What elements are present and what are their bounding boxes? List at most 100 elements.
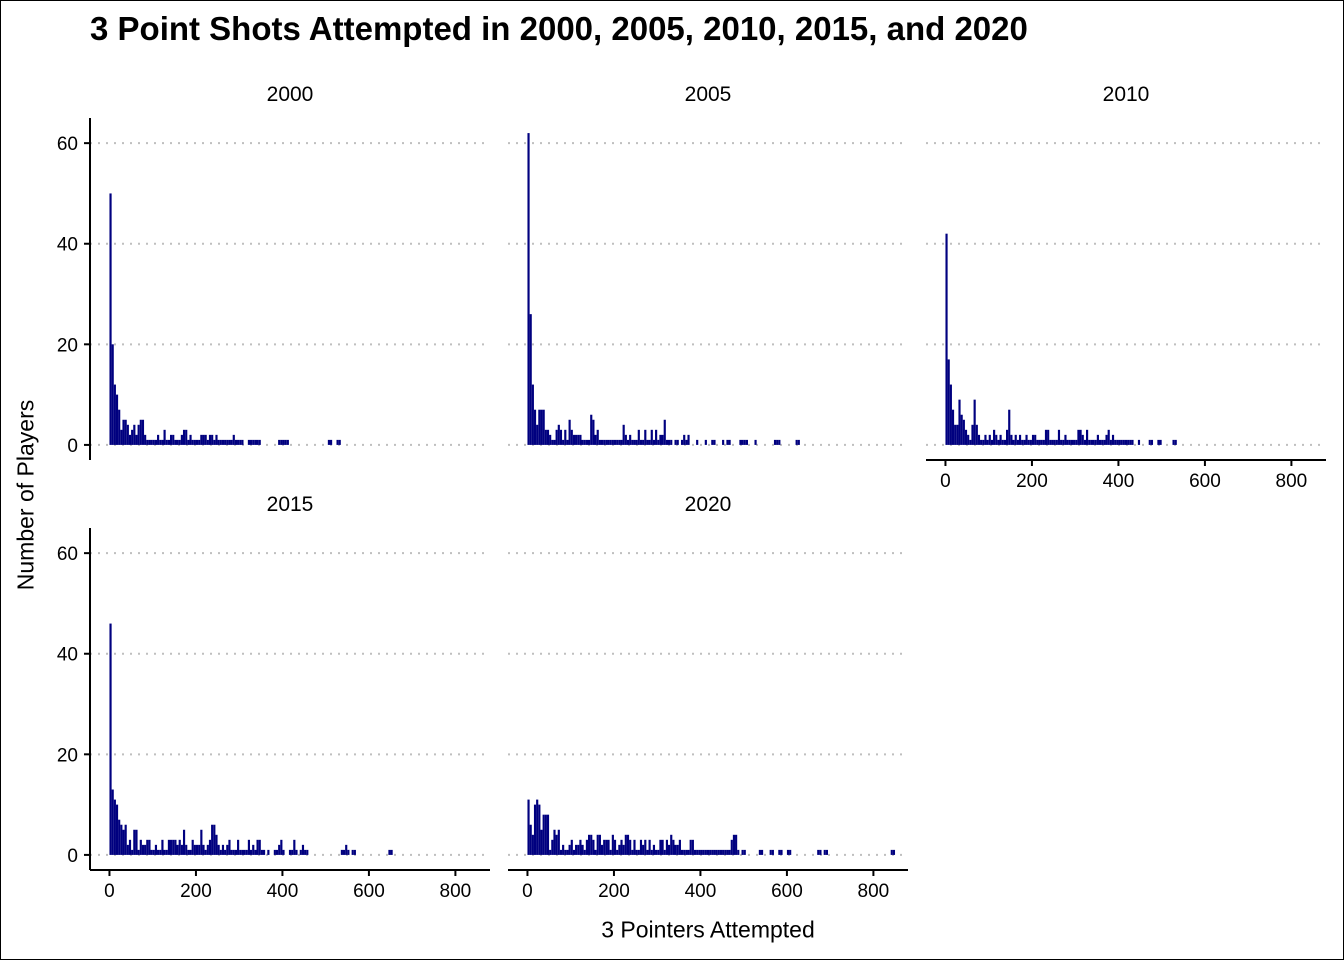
panel-2015-bar [267, 849, 270, 855]
panel-2010-bar [1016, 439, 1019, 445]
panel-2000-bar [144, 434, 147, 445]
panel-2015-bar [291, 849, 294, 855]
panel-2020-bar [577, 844, 580, 855]
panel-2015-bar [345, 844, 348, 855]
panel-2015-bar [260, 849, 263, 855]
panel-2010-bar [1127, 439, 1130, 445]
panel-2020-bar [728, 849, 731, 855]
panel-2005-bar [559, 429, 563, 445]
panel-2015-bar [301, 844, 305, 855]
panel-2000-bar [182, 429, 186, 445]
panel-2005-bar [745, 439, 748, 445]
panel-2015-bar [133, 829, 136, 855]
panel-2000-bar [204, 434, 207, 445]
panel-2015-bar [135, 829, 138, 855]
panel-2010-bar [1081, 434, 1084, 445]
panel-2015-bar [152, 849, 155, 855]
panel-2000-bar [211, 434, 214, 445]
panel-2005-bar [676, 439, 679, 445]
panel-2015-bar [282, 849, 285, 855]
panel-2015-bar [351, 849, 354, 855]
panel-2010-bar [1066, 439, 1069, 445]
panel-2005-bar [754, 439, 757, 445]
panel-2000-bar [122, 419, 125, 445]
panel-2005-bar [776, 439, 779, 445]
panel-2020-bar [696, 849, 699, 855]
panel-2010-bar [1018, 434, 1022, 445]
panel-2015-bar [224, 849, 227, 855]
panel-2020-bar [698, 849, 701, 855]
panel-2000-y-tick-label: 60 [57, 134, 78, 155]
panel-2015-x-tick-label: 0 [104, 881, 115, 902]
panel-2015-bar [165, 849, 168, 855]
panel-2000-bar [237, 439, 240, 445]
panel-2010-bar [1083, 439, 1086, 445]
panel-2000-bar [213, 439, 216, 445]
panel-2005-bar [773, 439, 777, 445]
panel-2005-bar [592, 419, 595, 445]
panel-2010-bar [1057, 429, 1061, 445]
panel-2020-bar [892, 849, 896, 855]
panel-2005-bar [704, 439, 707, 445]
panel-2010-bar [1006, 429, 1009, 445]
panel-2020-bar [585, 839, 588, 855]
panel-2020-bar [648, 839, 651, 855]
panel-2005-bar [546, 429, 550, 445]
panel-2010-strip-label: 2010 [1103, 83, 1150, 106]
panel-2000-bar [247, 439, 250, 445]
panel-2020-bar [564, 849, 567, 855]
panel-2015-bar [113, 799, 116, 855]
panel-2010-bar [1131, 439, 1134, 445]
panel-2015-bar [304, 849, 307, 855]
panel-2015-bar [213, 824, 216, 855]
panel-2010-bar [1021, 439, 1024, 445]
panel-2005-bar [657, 439, 660, 445]
panel-2000-strip-label: 2000 [267, 83, 314, 106]
panel-2010-bar [1012, 439, 1015, 445]
panel-2010-bar [993, 429, 996, 445]
panel-2010-x-tick-label: 800 [1276, 471, 1308, 492]
panel-2000-bar [200, 434, 203, 445]
panel-2015-bar [353, 849, 356, 855]
panel-2000-bar [165, 439, 168, 445]
panel-2015-y-tick-label: 60 [57, 544, 78, 565]
panel-2020-bar [557, 829, 560, 855]
panel-2005-bar [683, 434, 686, 445]
panel-2020-bar [661, 839, 664, 855]
panel-2015-bar [198, 844, 201, 855]
panel-2005-bar [557, 424, 560, 445]
panel-2015-bar [342, 849, 346, 855]
panel-2020-bar [527, 799, 530, 855]
panel-2010-bar [1014, 434, 1017, 445]
panel-2000-bar [195, 439, 199, 445]
panel-2015-bar [154, 844, 158, 855]
panel-2015-bar [191, 839, 194, 855]
panel-2010-bar [1034, 434, 1037, 445]
panel-2005-bar [648, 439, 651, 445]
panel-2000-bar [126, 424, 129, 445]
panel-2015-bar [150, 849, 153, 855]
panel-2015-bar [178, 839, 181, 855]
panel-2010-bar [1148, 439, 1151, 445]
panel-2000-y-tick-label: 40 [57, 235, 78, 256]
panel-2005-bar [739, 439, 742, 445]
panel-2020-bar [542, 814, 545, 855]
panel-2005-bar [680, 439, 684, 445]
panel-2020-bar [687, 849, 690, 855]
panel-2020-bar [646, 849, 649, 855]
panel-2010-bar [1111, 434, 1115, 445]
panel-2020-bar [717, 849, 720, 855]
panel-2020-bar [544, 814, 547, 855]
panel-2010-bar [1025, 434, 1028, 445]
panel-2005-bar [711, 439, 714, 445]
panel-2015-bar [193, 844, 196, 855]
panel-2020-x-tick-label: 800 [858, 881, 890, 902]
panel-2005-bar [549, 434, 552, 445]
panel-2020-bar [819, 849, 822, 855]
panel-2015-bar [208, 839, 212, 855]
panel-2005-bar [741, 439, 744, 445]
panel-2000-bar [226, 439, 229, 445]
panel-2005-bar [655, 429, 658, 445]
panel-2010-bar [1114, 439, 1117, 445]
panel-2015-bar [295, 849, 298, 855]
